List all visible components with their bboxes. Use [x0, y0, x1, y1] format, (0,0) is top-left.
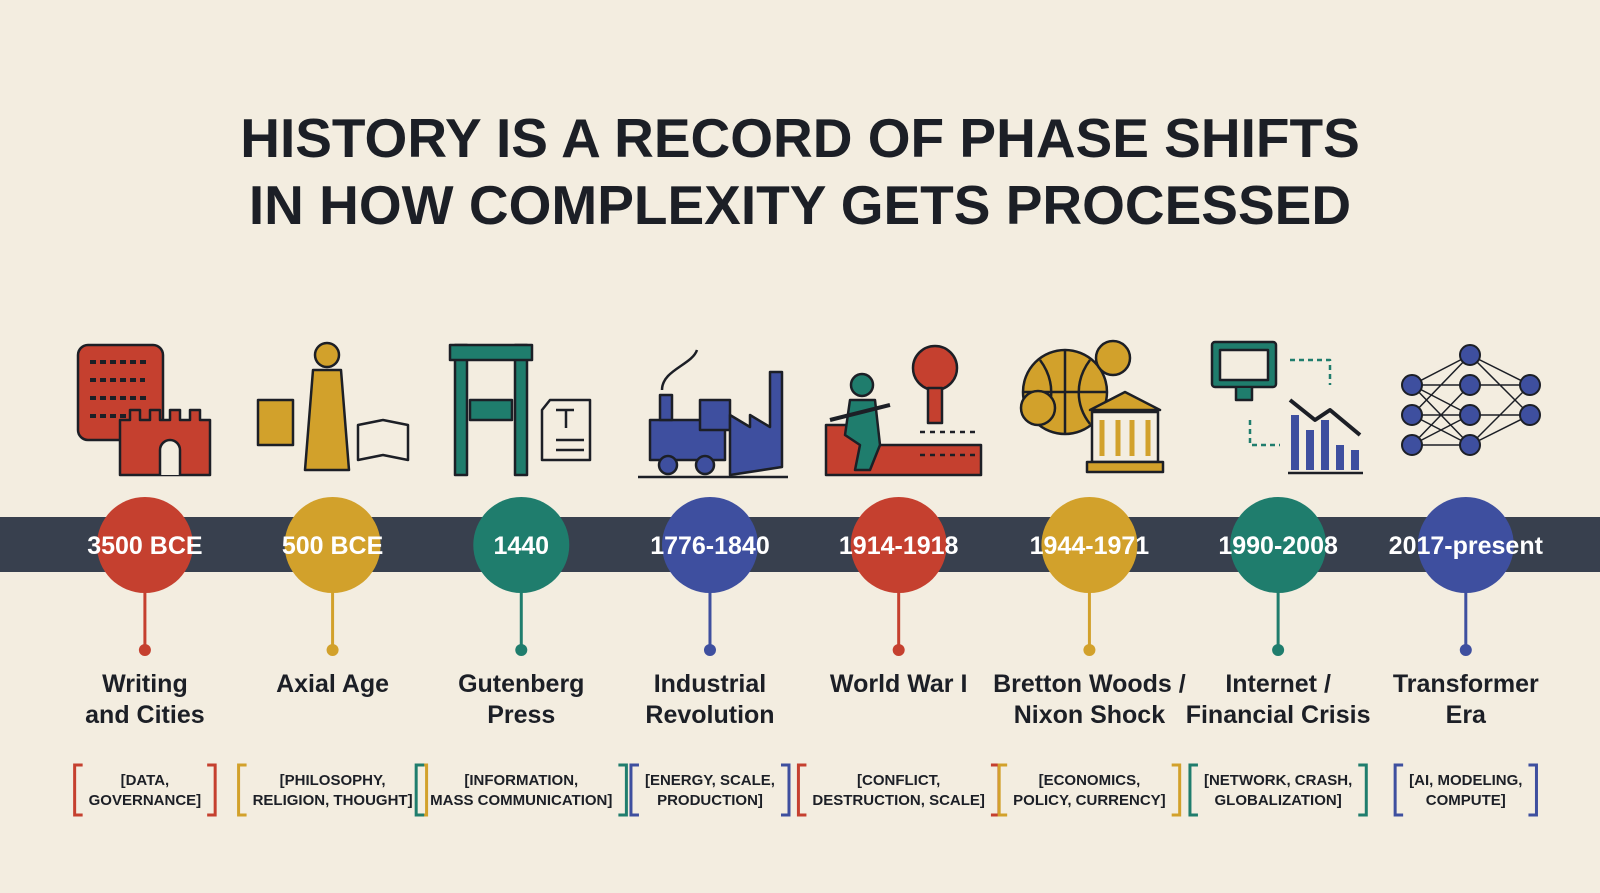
- icon-press: [448, 343, 592, 477]
- era-date: 1776-1840: [650, 532, 770, 560]
- era-tag: MASS COMMUNICATION]: [430, 792, 612, 809]
- stem-dot: [1272, 644, 1285, 656]
- stem-dot: [703, 644, 716, 656]
- icon-axial: [256, 341, 410, 472]
- era: 3500 BCE Writing and Cities [DATA, GOVERNANC…: [73, 497, 217, 817]
- era: 1914-1918 World War I [CONFLICT, DESTRUCTIO…: [796, 497, 1001, 817]
- stem-dot: [326, 644, 339, 656]
- era-tag: [AI, MODELING,: [1409, 772, 1522, 789]
- era-tag: DESTRUCTION, SCALE]: [812, 792, 985, 809]
- bracket-right: [207, 763, 217, 817]
- bracket-left: [1188, 763, 1198, 817]
- bracket-right: [1171, 763, 1182, 817]
- stem-dot: [1083, 644, 1096, 656]
- bracket-left: [796, 763, 807, 817]
- bracket-left: [73, 763, 83, 817]
- date-circle: [850, 497, 947, 593]
- bracket-left: [997, 763, 1008, 817]
- era-name: Axial Age: [276, 670, 389, 698]
- era-date: 500 BCE: [282, 532, 383, 560]
- era-tag: [ENERGY, SCALE,: [645, 772, 775, 789]
- era-name: Revolution: [645, 701, 774, 729]
- icon-war: [824, 344, 983, 477]
- era-tag: GOVERNANCE]: [89, 792, 202, 809]
- icon-transformer: [1401, 344, 1541, 456]
- era-name: Financial Crisis: [1186, 701, 1371, 729]
- era-name: Transformer: [1393, 670, 1539, 698]
- era-tag: [DATA,: [121, 772, 170, 789]
- bracket-right: [1528, 763, 1538, 817]
- era-name: Era: [1446, 701, 1487, 729]
- date-circle: [473, 497, 570, 593]
- era-tag: [NETWORK, CRASH,: [1204, 772, 1352, 789]
- icon-internet: [1210, 340, 1363, 475]
- era-name: Internet /: [1225, 670, 1331, 698]
- era-tag: RELIGION, THOUGHT]: [253, 792, 413, 809]
- era: 1944-1971 Bretton Woods / Nixon Shock [ECON…: [993, 497, 1186, 817]
- title-line: HISTORY IS A RECORD OF PHASE SHIFTS: [240, 107, 1360, 169]
- era-tag: [CONFLICT,: [857, 772, 940, 789]
- bracket-right: [780, 763, 791, 817]
- date-circle: [1230, 497, 1327, 593]
- era-date: 1944-1971: [1030, 532, 1150, 560]
- era-tag: [PHILOSOPHY,: [280, 772, 386, 789]
- era: 1990-2008 Internet / Financial Crisis [NETW…: [1186, 497, 1371, 817]
- era-date: 1914-1918: [839, 532, 959, 560]
- title-line: IN HOW COMPLEXITY GETS PROCESSED: [249, 174, 1351, 236]
- era-date: 1990-2008: [1218, 532, 1338, 560]
- stem-dot: [892, 644, 905, 656]
- era-name: Industrial: [654, 670, 767, 698]
- timeline-band: [0, 517, 1600, 572]
- era-tag: GLOBALIZATION]: [1215, 792, 1342, 809]
- era-name: World War I: [830, 670, 968, 698]
- era-name: Nixon Shock: [1014, 701, 1166, 729]
- era-date: 1440: [493, 532, 549, 560]
- era-name: Gutenberg: [458, 670, 584, 698]
- era-tag: COMPUTE]: [1426, 792, 1506, 809]
- era-name: Writing: [102, 670, 188, 698]
- era-name: Bretton Woods /: [993, 670, 1186, 698]
- era: 1440 Gutenberg Press [INFORMATION, MASS COMM…: [414, 497, 628, 817]
- stem-dot: [138, 644, 151, 656]
- icon-industry: [638, 349, 788, 479]
- bracket-right: [618, 763, 628, 817]
- date-circle: [96, 497, 193, 593]
- era: 500 BCE Axial Age [PHILOSOPHY, RELIGION, TH…: [237, 497, 429, 817]
- stem-dot: [515, 644, 528, 656]
- icon-finance: [1019, 339, 1165, 474]
- era-date: 3500 BCE: [87, 532, 202, 560]
- bracket-left: [414, 763, 425, 817]
- date-circle: [284, 497, 381, 593]
- stem-dot: [1459, 644, 1472, 656]
- bracket-left: [629, 763, 639, 817]
- icon-writing: [76, 343, 212, 477]
- era-name: Press: [487, 701, 555, 729]
- date-circle: [1417, 497, 1514, 593]
- era-tag: [INFORMATION,: [464, 772, 578, 789]
- date-circle: [1041, 497, 1138, 593]
- era-tag: PRODUCTION]: [657, 792, 763, 809]
- era: 2017-present Transformer Era [AI, MODELING,…: [1389, 497, 1544, 817]
- era-tag: POLICY, CURRENCY]: [1013, 792, 1166, 809]
- date-circle: [661, 497, 758, 593]
- icons: [76, 339, 1541, 479]
- bracket-left: [1393, 763, 1404, 817]
- era-name: and Cities: [85, 701, 204, 729]
- era: 1776-1840 Industrial Revolution [ENERGY, SC…: [629, 497, 791, 817]
- bracket-right: [1358, 763, 1368, 817]
- bracket-left: [237, 763, 247, 817]
- era-date: 2017-present: [1389, 532, 1544, 560]
- era-tag: [ECONOMICS,: [1039, 772, 1141, 789]
